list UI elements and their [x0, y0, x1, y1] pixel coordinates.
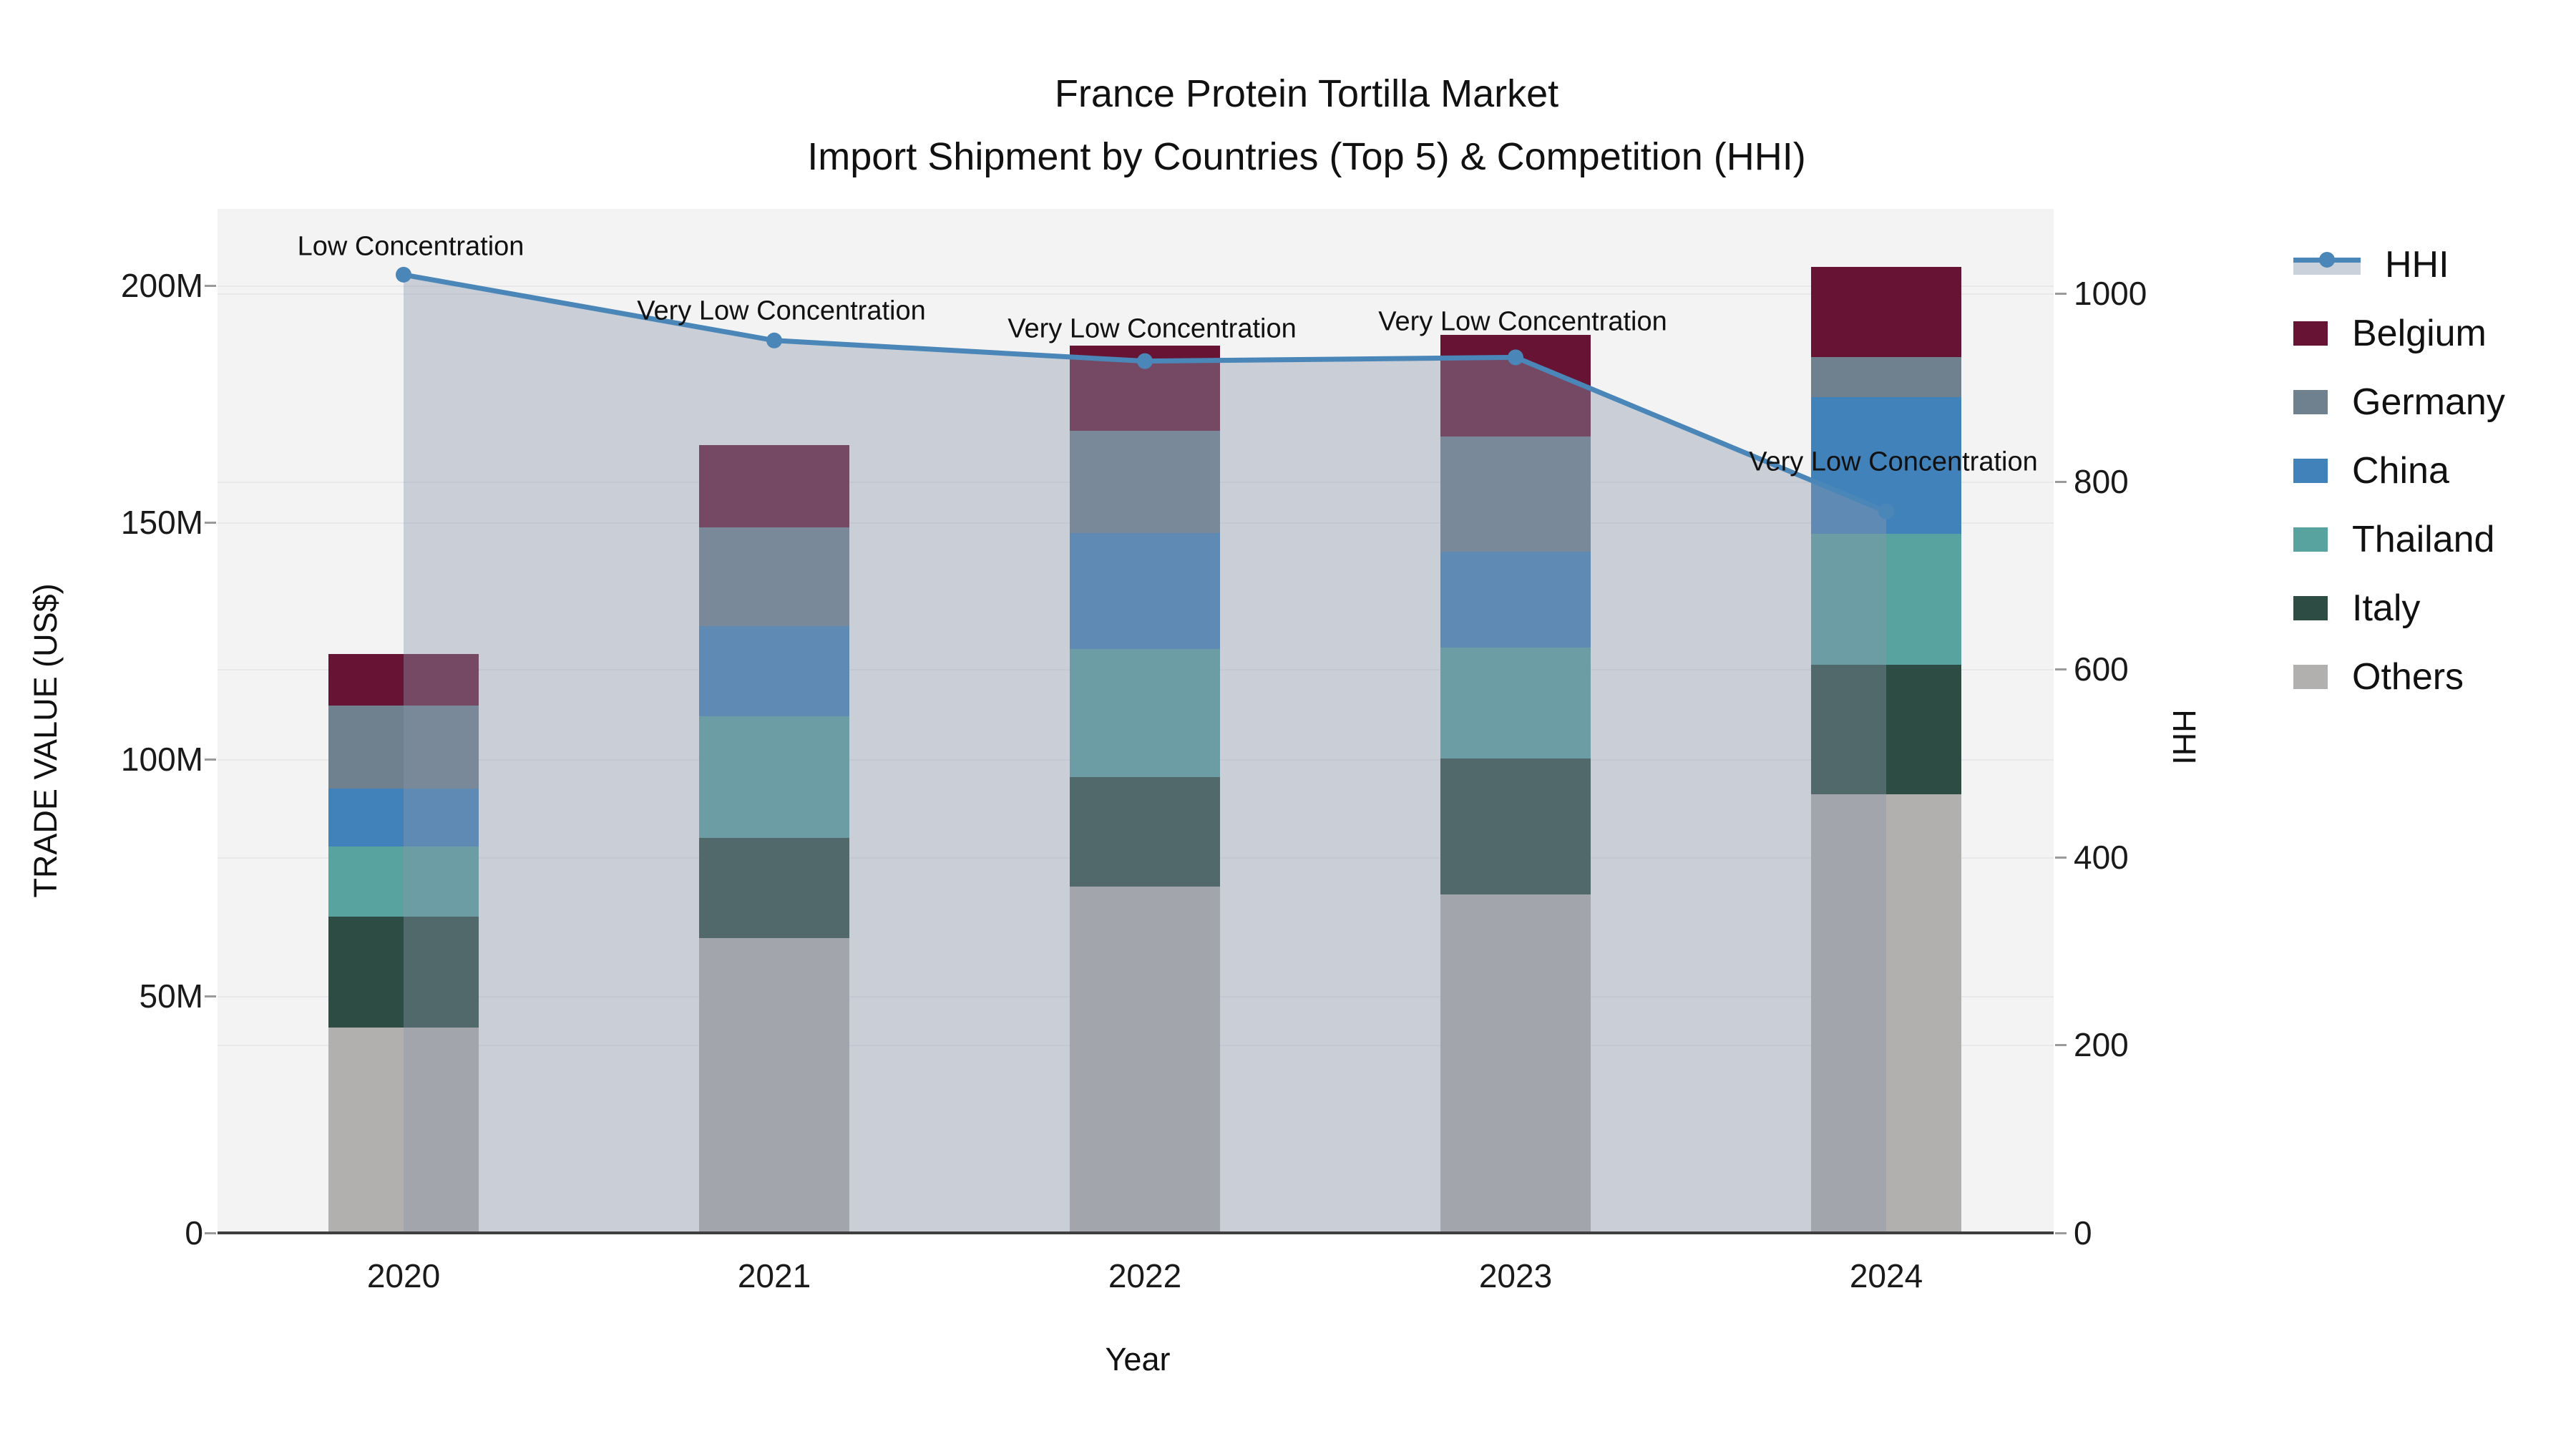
y-right-tick-800: 800: [2074, 462, 2129, 500]
bar-segment-china-2023: [1440, 552, 1591, 648]
tick-mark: [205, 522, 216, 525]
bar-segment-italy-2024: [1811, 665, 1961, 795]
x-axis-line: [218, 1231, 2054, 1234]
chart-subtitle: Import Shipment by Countries (Top 5) & C…: [807, 135, 1806, 178]
annotation-2024: Very Low Concentration: [1749, 447, 2038, 477]
y-axis-right-title: HHI: [2166, 709, 2202, 765]
tick-mark: [2055, 293, 2067, 296]
x-axis-title: Year: [1105, 1341, 1171, 1377]
bar-segment-others-2023: [1440, 894, 1591, 1233]
legend-swatch-thailand: [2293, 527, 2328, 552]
tick-mark: [2055, 480, 2067, 483]
y-right-tick-200: 200: [2074, 1026, 2129, 1064]
x-tick-2021: 2021: [737, 1257, 811, 1294]
bar-segment-italy-2021: [699, 838, 849, 939]
legend-label-thailand: Thailand: [2352, 519, 2495, 560]
legend-item-germany[interactable]: Germany: [2293, 368, 2505, 436]
bar-segment-belgium-2024: [1811, 267, 1961, 357]
tick-mark: [2055, 1232, 2067, 1234]
legend-swatch-others: [2293, 665, 2328, 689]
hhi-marker-2020: [396, 266, 411, 283]
y-left-tick-200M: 200M: [120, 267, 203, 305]
legend-swatch-china: [2293, 459, 2328, 483]
bar-segment-belgium-2021: [699, 445, 849, 528]
bar-segment-germany-2024: [1811, 356, 1961, 398]
chart-title: France Protein Tortilla Market: [1054, 72, 1559, 115]
hhi-marker-2022: [1137, 353, 1153, 369]
legend-label-china: China: [2352, 450, 2449, 492]
gridline: [218, 286, 2054, 288]
hhi-marker-2023: [1508, 349, 1523, 366]
tick-mark: [205, 285, 216, 288]
y-left-tick-50M: 50M: [139, 977, 203, 1015]
bar-segment-italy-2020: [328, 916, 479, 1028]
y-right-tick-1000: 1000: [2074, 275, 2147, 313]
tick-mark: [205, 1232, 216, 1234]
legend-swatch-italy: [2293, 596, 2328, 620]
bar-segment-others-2020: [328, 1027, 479, 1233]
y-right-tick-0: 0: [2074, 1214, 2092, 1252]
hhi-area-fill: [404, 274, 1886, 1233]
tick-mark: [2055, 668, 2067, 671]
gridline: [218, 293, 2054, 296]
bar-segment-china-2021: [699, 626, 849, 716]
y-right-tick-600: 600: [2074, 650, 2129, 688]
bar-segment-italy-2022: [1070, 777, 1220, 887]
legend-label-germany: Germany: [2352, 381, 2505, 423]
bar-segment-thailand-2022: [1070, 648, 1220, 778]
y-right-tick-400: 400: [2074, 838, 2129, 876]
bar-segment-thailand-2024: [1811, 534, 1961, 665]
legend-swatch-hhi-line: [2293, 250, 2361, 279]
annotation-2021: Very Low Concentration: [637, 296, 926, 326]
x-tick-2020: 2020: [366, 1257, 441, 1294]
x-tick-2024: 2024: [1849, 1257, 1923, 1294]
legend-label-hhi: HHI: [2385, 244, 2449, 286]
legend-item-italy[interactable]: Italy: [2293, 574, 2505, 643]
legend-item-hhi[interactable]: HHI: [2293, 230, 2505, 299]
hhi-line-layer: [396, 266, 1894, 1233]
bar-segment-germany-2020: [328, 706, 479, 789]
bar-segment-china-2020: [328, 789, 479, 847]
legend-label-italy: Italy: [2352, 587, 2421, 629]
annotation-2022: Very Low Concentration: [1008, 313, 1297, 344]
x-tick-2023: 2023: [1478, 1257, 1553, 1294]
legend-item-china[interactable]: China: [2293, 436, 2505, 505]
bar-segment-thailand-2021: [699, 716, 849, 838]
y-axis-left-title: TRADE VALUE (US$): [27, 583, 64, 898]
x-tick-2022: 2022: [1108, 1257, 1182, 1294]
annotation-2023: Very Low Concentration: [1378, 306, 1667, 337]
plot-area: Low Concentration Very Low Concentration V…: [218, 209, 2054, 1234]
bar-segment-others-2022: [1070, 887, 1220, 1233]
bar-segment-germany-2021: [699, 527, 849, 627]
bar-segment-belgium-2020: [328, 654, 479, 706]
annotation-2020: Low Concentration: [297, 231, 525, 262]
tick-mark: [205, 758, 216, 761]
tick-mark: [2055, 856, 2067, 859]
y-left-tick-0: 0: [185, 1214, 203, 1252]
y-left-tick-150M: 150M: [120, 504, 203, 542]
bar-segment-thailand-2023: [1440, 647, 1591, 758]
legend-item-others[interactable]: Others: [2293, 643, 2505, 711]
legend-swatch-belgium: [2293, 321, 2328, 346]
hhi-marker-2021: [766, 332, 782, 348]
bar-segment-china-2022: [1070, 533, 1220, 649]
bar-segment-others-2021: [699, 938, 849, 1233]
legend-label-belgium: Belgium: [2352, 313, 2487, 354]
hhi-marker-2024: [1878, 503, 1894, 519]
legend-item-thailand[interactable]: Thailand: [2293, 505, 2505, 574]
tick-mark: [205, 995, 216, 998]
tick-mark: [2055, 1044, 2067, 1047]
y-left-tick-100M: 100M: [120, 741, 203, 779]
bar-segment-italy-2023: [1440, 758, 1591, 894]
bar-segment-others-2024: [1811, 794, 1961, 1233]
bar-segment-germany-2023: [1440, 436, 1591, 552]
legend-item-belgium[interactable]: Belgium: [2293, 299, 2505, 368]
legend-label-others: Others: [2352, 656, 2464, 698]
legend: HHI Belgium Germany China Thailand Italy Other…: [2293, 230, 2505, 711]
bar-segment-thailand-2020: [328, 846, 479, 917]
bar-segment-germany-2022: [1070, 431, 1220, 534]
legend-swatch-germany: [2293, 390, 2328, 414]
